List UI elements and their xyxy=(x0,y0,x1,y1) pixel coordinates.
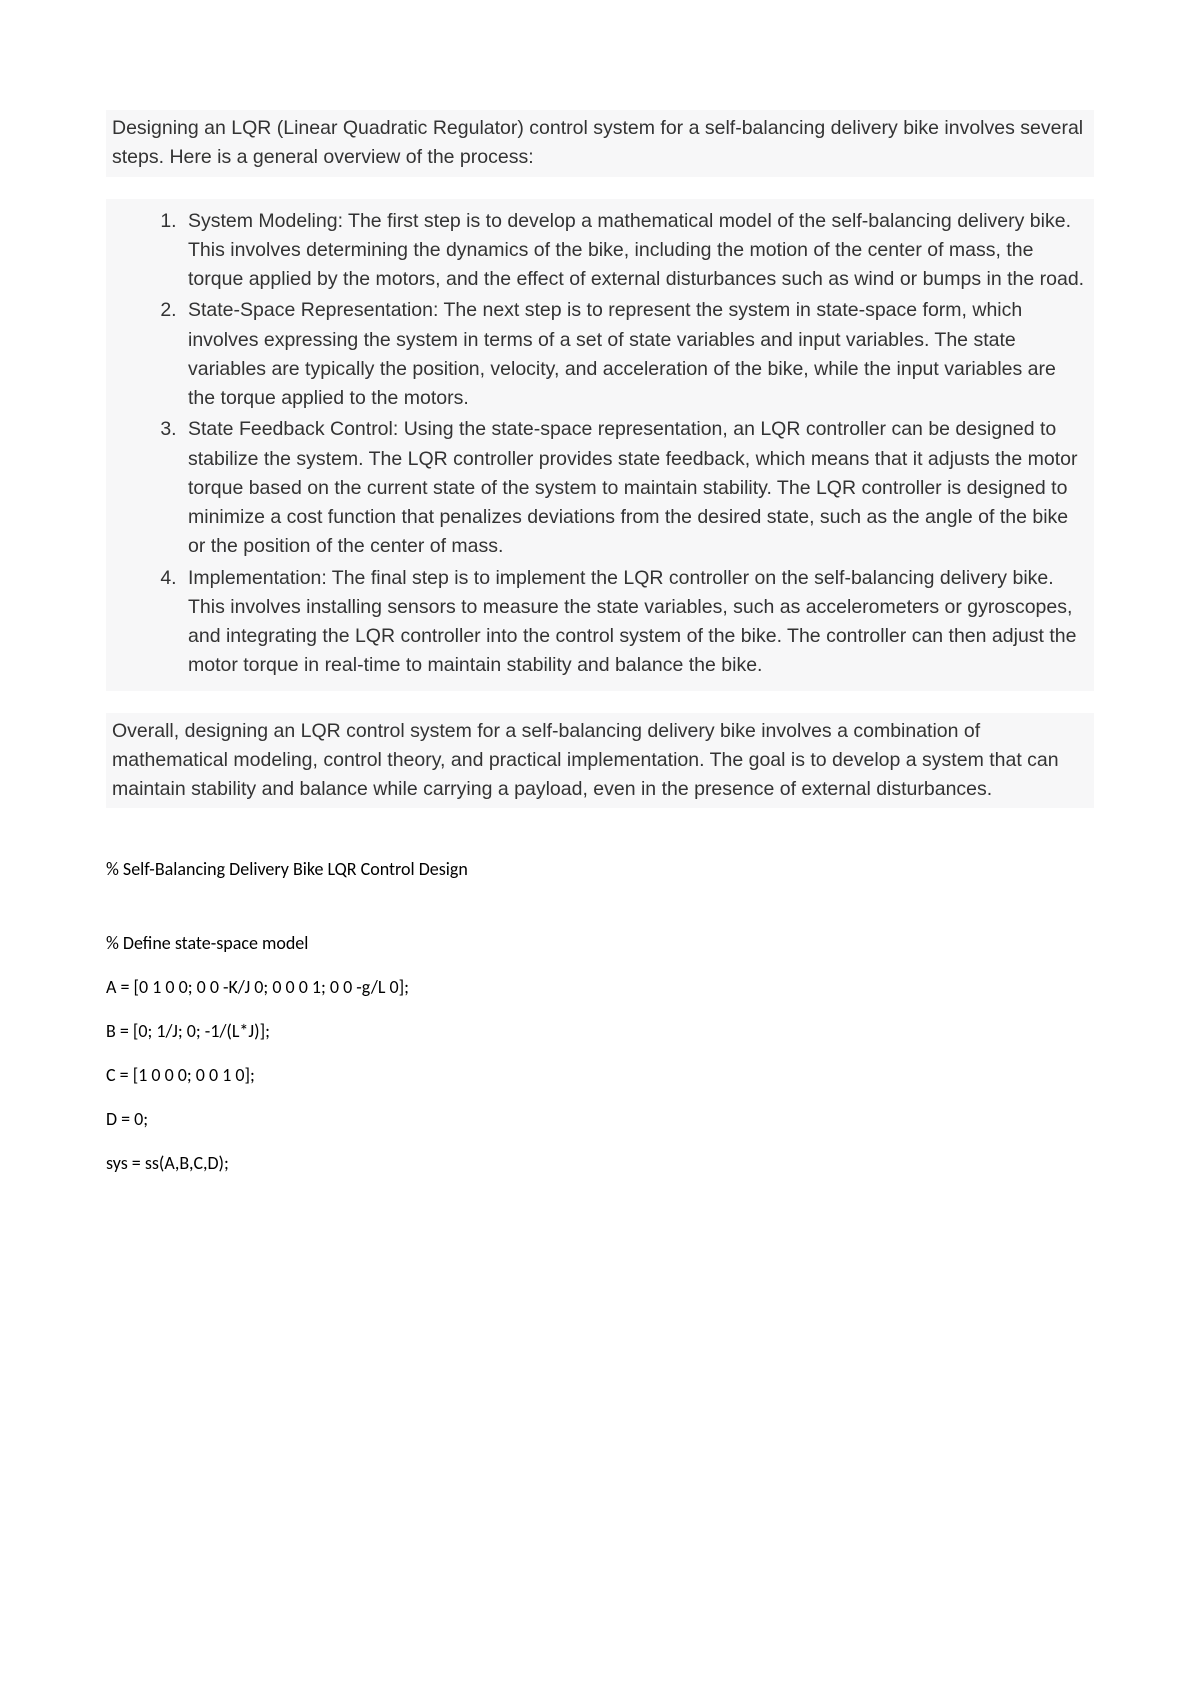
code-line: A = [0 1 0 0; 0 0 -K/J 0; 0 0 0 1; 0 0 -… xyxy=(106,976,1094,998)
code-line: % Self-Balancing Delivery Bike LQR Contr… xyxy=(106,858,1094,880)
intro-text: Designing an LQR (Linear Quadratic Regul… xyxy=(112,117,1083,168)
code-line: sys = ss(A,B,C,D); xyxy=(106,1152,1094,1174)
list-item: System Modeling: The first step is to de… xyxy=(182,207,1088,295)
list-item: State-Space Representation: The next ste… xyxy=(182,296,1088,413)
list-item: State Feedback Control: Using the state-… xyxy=(182,415,1088,561)
code-line: % Define state-space model xyxy=(106,932,1094,954)
intro-paragraph: Designing an LQR (Linear Quadratic Regul… xyxy=(106,110,1094,177)
list-item: Implementation: The final step is to imp… xyxy=(182,564,1088,681)
code-line: C = [1 0 0 0; 0 0 1 0]; xyxy=(106,1064,1094,1086)
code-section: % Self-Balancing Delivery Bike LQR Contr… xyxy=(106,858,1094,1174)
code-line: D = 0; xyxy=(106,1108,1094,1130)
list-item-text: System Modeling: The first step is to de… xyxy=(188,210,1084,291)
code-line: B = [0; 1/J; 0; -1/(L*J)]; xyxy=(106,1020,1094,1042)
list-item-text: State-Space Representation: The next ste… xyxy=(188,299,1056,409)
summary-text: Overall, designing an LQR control system… xyxy=(112,720,1059,801)
summary-paragraph: Overall, designing an LQR control system… xyxy=(106,713,1094,809)
list-item-text: Implementation: The final step is to imp… xyxy=(188,567,1076,677)
ordered-list-block: System Modeling: The first step is to de… xyxy=(106,199,1094,691)
list-item-text: State Feedback Control: Using the state-… xyxy=(188,418,1077,557)
steps-list: System Modeling: The first step is to de… xyxy=(112,207,1088,681)
code-blank-line xyxy=(106,902,1094,932)
